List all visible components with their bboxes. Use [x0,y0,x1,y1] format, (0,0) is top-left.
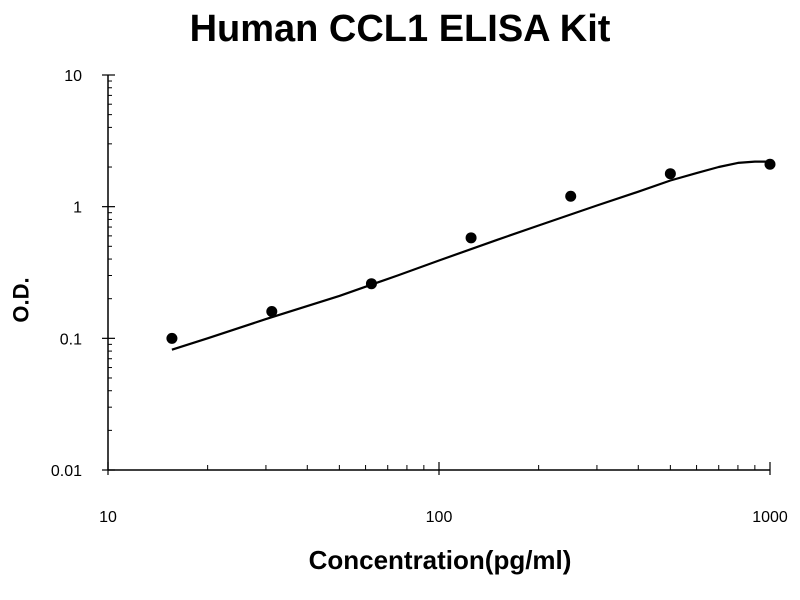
data-point [166,332,178,344]
fit-curve-line [171,160,770,351]
x-axis-label: Concentration(pg/ml) [308,545,572,575]
y-tick-label: 0.1 [60,331,82,348]
x-tick-label: 100 [426,509,453,526]
y-tick-label: 10 [64,68,82,85]
chart-title: Human CCL1 ELISA Kit [189,8,611,50]
data-point [565,190,577,202]
x-tick-label: 1000 [752,509,788,526]
x-tick-label: 10 [99,509,117,526]
y-tick-label: 1 [73,200,82,217]
data-point [365,278,377,290]
y-tick-label: 0.01 [51,463,82,480]
data-point [266,305,278,317]
data-point [664,168,676,180]
data-point [764,158,776,170]
data-point [465,232,477,244]
